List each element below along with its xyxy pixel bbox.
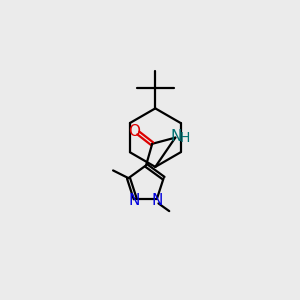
Text: O: O [128, 124, 140, 139]
Text: H: H [179, 131, 190, 146]
Text: N: N [129, 193, 140, 208]
Text: N: N [170, 129, 182, 144]
Text: N: N [152, 193, 164, 208]
